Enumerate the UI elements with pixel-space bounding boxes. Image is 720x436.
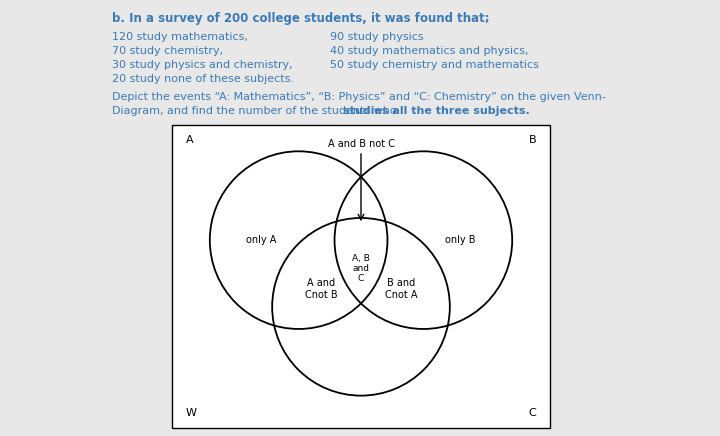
Text: 90 study physics: 90 study physics — [330, 32, 423, 42]
Text: A: A — [186, 135, 194, 145]
Text: 40 study mathematics and physics,: 40 study mathematics and physics, — [330, 46, 528, 56]
Text: only B: only B — [446, 235, 476, 245]
Text: Depict the events “A: Mathematics”, “B: Physics” and “C: Chemistry” on the given: Depict the events “A: Mathematics”, “B: … — [112, 92, 606, 102]
Text: B and
Cnot A: B and Cnot A — [384, 278, 417, 300]
Text: 70 study chemistry,: 70 study chemistry, — [112, 46, 223, 56]
Text: B: B — [528, 135, 536, 145]
Text: b. In a survey of 200 college students, it was found that;: b. In a survey of 200 college students, … — [112, 12, 490, 25]
Text: W: W — [186, 408, 197, 418]
Text: 50 study chemistry and mathematics: 50 study chemistry and mathematics — [330, 60, 539, 70]
Bar — [172, 125, 550, 428]
Text: 120 study mathematics,: 120 study mathematics, — [112, 32, 248, 42]
Text: C: C — [528, 408, 536, 418]
Text: A and
Cnot B: A and Cnot B — [305, 278, 338, 300]
Text: studies all the three subjects.: studies all the three subjects. — [343, 106, 530, 116]
Text: 20 study none of these subjects.: 20 study none of these subjects. — [112, 74, 294, 84]
Text: A and B not C: A and B not C — [328, 139, 395, 149]
Text: only A: only A — [246, 235, 276, 245]
Text: 30 study physics and chemistry,: 30 study physics and chemistry, — [112, 60, 292, 70]
Text: A, B
and
C: A, B and C — [352, 254, 370, 283]
Text: Diagram, and find the number of the students who: Diagram, and find the number of the stud… — [112, 106, 400, 116]
